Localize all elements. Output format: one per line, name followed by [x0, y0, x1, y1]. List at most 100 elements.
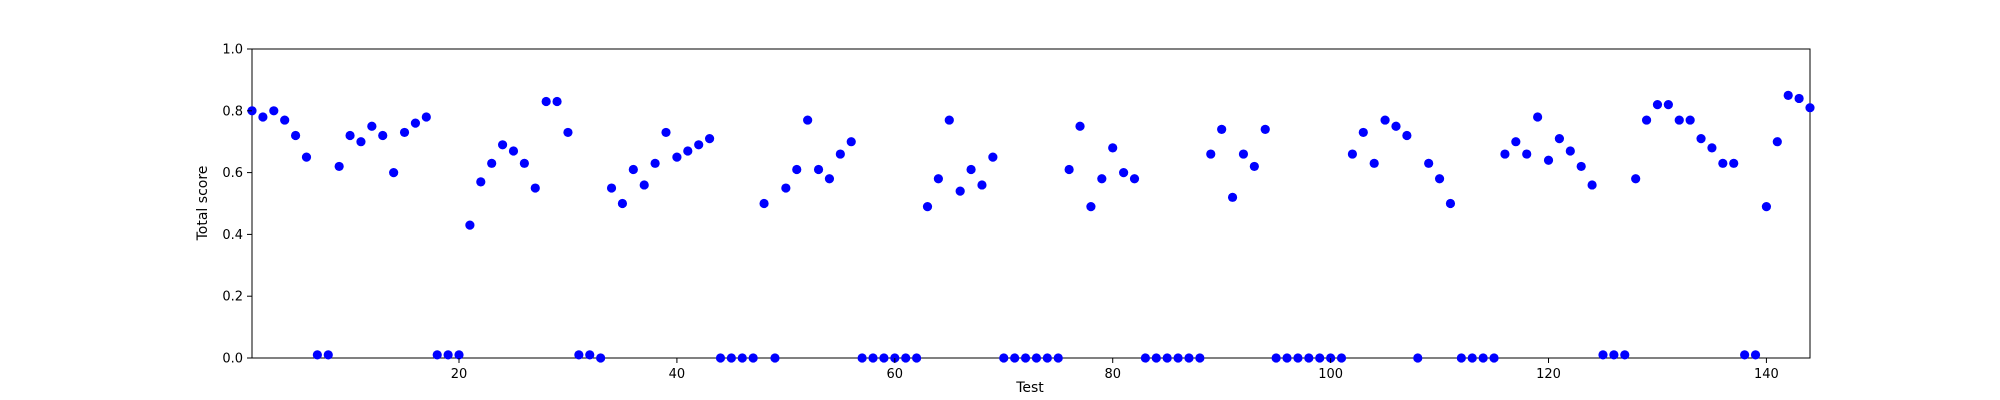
data-point: [1282, 353, 1292, 363]
data-point: [1184, 353, 1194, 363]
data-point: [1086, 201, 1096, 212]
data-point: [1424, 158, 1434, 168]
data-point: [977, 180, 987, 190]
data-point: [280, 115, 290, 125]
data-point: [1772, 137, 1782, 147]
data-point: [1260, 124, 1270, 134]
data-point: [312, 350, 322, 360]
data-point: [497, 140, 508, 150]
data-point: [1565, 146, 1575, 156]
data-point: [1794, 93, 1804, 104]
x-axis-label: Test: [1015, 380, 1044, 396]
y-tick-label: 0.4: [222, 228, 243, 243]
data-point: [574, 350, 584, 360]
data-point: [1587, 180, 1597, 190]
data-point: [639, 180, 649, 190]
data-point: [1380, 115, 1390, 125]
data-point: [726, 353, 736, 363]
data-point: [1195, 353, 1205, 363]
data-point: [1620, 350, 1630, 360]
data-point: [487, 158, 497, 168]
data-point: [389, 168, 399, 178]
data-point: [999, 353, 1009, 363]
data-point: [1522, 149, 1532, 159]
data-point: [759, 198, 769, 209]
data-point: [1042, 353, 1052, 363]
x-tick-label: 120: [1536, 367, 1561, 382]
data-point: [1598, 350, 1608, 360]
data-point: [1108, 143, 1118, 153]
data-point: [704, 134, 715, 144]
data-point: [530, 183, 540, 193]
data-point: [715, 353, 726, 363]
data-point: [901, 353, 911, 363]
data-point: [1336, 353, 1347, 363]
data-point: [1217, 124, 1227, 134]
data-point: [1119, 168, 1129, 178]
data-point: [1761, 201, 1772, 212]
data-point: [334, 161, 344, 172]
data-point: [1293, 353, 1303, 363]
x-tick-label: 80: [1104, 367, 1121, 382]
data-point: [1718, 158, 1728, 168]
data-point: [1609, 350, 1619, 360]
data-point: [1358, 127, 1368, 138]
data-point: [781, 183, 791, 193]
data-points: [247, 90, 1815, 363]
data-point: [1162, 353, 1172, 363]
data-point: [683, 146, 693, 156]
data-point: [356, 137, 366, 147]
y-tick-label: 0.0: [222, 352, 243, 367]
data-point: [443, 350, 453, 360]
data-point: [454, 350, 464, 360]
data-point: [1783, 90, 1793, 100]
data-point: [1347, 149, 1358, 159]
data-point: [1543, 155, 1554, 165]
data-point: [1554, 134, 1565, 144]
data-point: [1576, 161, 1586, 172]
data-point: [1740, 350, 1750, 360]
data-point: [803, 115, 813, 125]
data-point: [1685, 115, 1695, 125]
data-point: [933, 174, 943, 184]
data-point: [563, 127, 573, 138]
data-point: [519, 158, 529, 168]
data-point: [1238, 149, 1249, 159]
plot-frame: [251, 48, 1811, 359]
y-tick-label: 0.8: [222, 104, 243, 119]
data-point: [1151, 353, 1161, 363]
data-point: [1445, 198, 1456, 209]
data-point: [1304, 353, 1314, 363]
data-point: [955, 186, 965, 196]
data-point: [432, 350, 442, 360]
data-point: [1402, 130, 1412, 141]
y-tick-label: 0.6: [222, 166, 243, 181]
x-tick-label: 100: [1318, 367, 1343, 382]
x-tick-label: 60: [887, 367, 904, 382]
data-point: [1750, 350, 1761, 360]
data-point: [1369, 158, 1379, 168]
data-point: [1413, 353, 1423, 363]
y-tick-label: 0.2: [222, 290, 243, 305]
data-point: [1075, 121, 1085, 131]
data-point: [1315, 353, 1325, 363]
data-point: [399, 127, 410, 138]
data-point: [269, 106, 279, 116]
data-point: [694, 140, 704, 150]
data-point: [1140, 353, 1150, 363]
data-point: [1729, 158, 1739, 168]
data-point: [617, 198, 628, 209]
data-point: [1707, 143, 1717, 153]
data-point: [1500, 149, 1510, 159]
data-point: [1674, 115, 1684, 125]
data-point: [508, 146, 519, 156]
data-point: [606, 183, 617, 193]
data-point: [1478, 353, 1488, 363]
data-point: [1805, 103, 1815, 113]
data-point: [868, 353, 878, 363]
data-point: [1010, 353, 1020, 363]
data-point: [1391, 121, 1401, 131]
data-point: [846, 137, 856, 147]
data-point: [585, 350, 595, 360]
data-point: [1533, 112, 1543, 122]
